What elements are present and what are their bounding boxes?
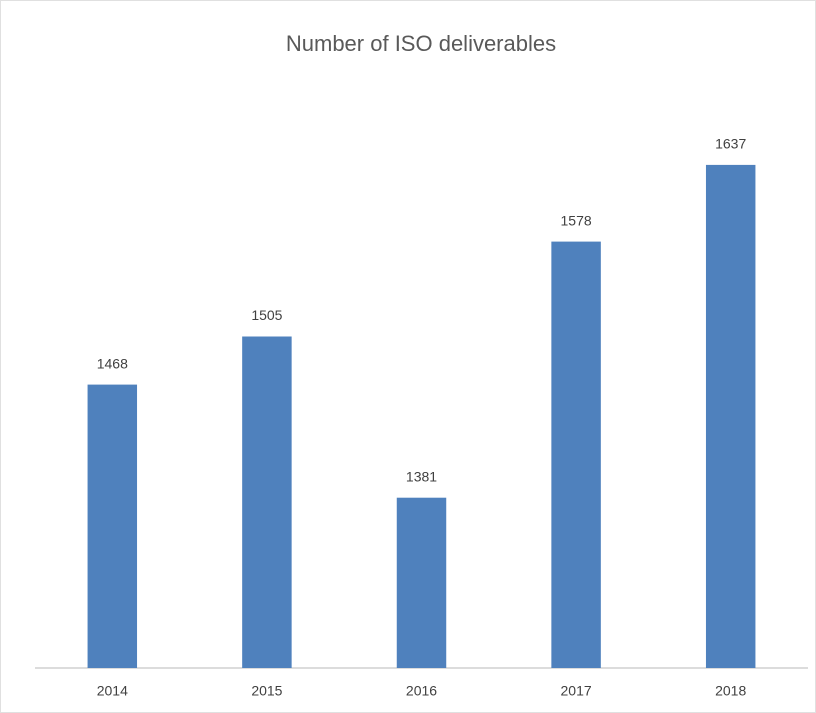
data-label: 1637 [715, 136, 746, 152]
data-label: 1505 [251, 307, 282, 323]
x-tick-label: 2017 [561, 683, 592, 699]
data-label: 1578 [561, 212, 592, 228]
bar [551, 241, 601, 668]
x-tick-label: 2014 [97, 683, 128, 699]
x-tick-label: 2018 [715, 683, 746, 699]
x-tick-label: 2015 [251, 683, 282, 699]
bar [87, 384, 138, 668]
x-tick-label: 2016 [406, 683, 437, 699]
chart-title: Number of ISO deliverables [286, 31, 556, 56]
data-label: 1381 [406, 468, 437, 484]
bar [705, 164, 756, 668]
data-label: 1468 [97, 355, 128, 371]
bar [242, 336, 292, 668]
bar [396, 497, 447, 668]
